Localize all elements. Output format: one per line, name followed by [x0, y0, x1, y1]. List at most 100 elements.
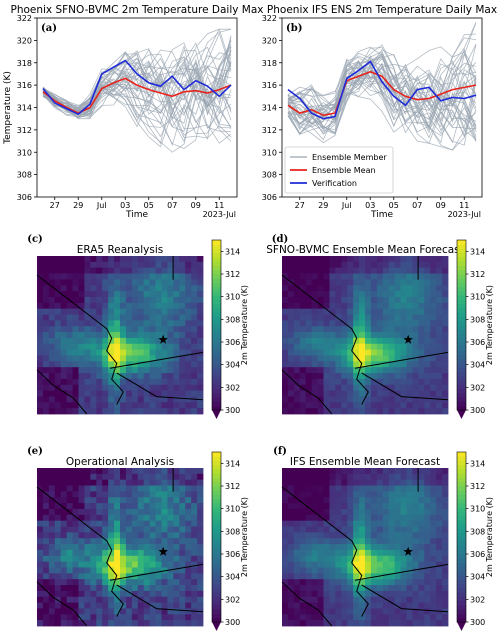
heatmap-cell	[54, 538, 62, 545]
heatmap-cell	[335, 337, 342, 345]
heatmap-cell	[108, 378, 115, 386]
heatmap-cell	[185, 590, 192, 598]
heatmap-cell	[418, 408, 425, 415]
heatmap-cell	[42, 332, 50, 339]
heatmap-cell	[42, 396, 50, 403]
heatmap-cell	[311, 302, 318, 310]
ensemble-member-line	[287, 63, 477, 135]
y-axis-label: Temperature (K)	[3, 71, 13, 145]
heatmap-cell	[155, 384, 162, 391]
heatmap-cell	[84, 579, 91, 586]
heatmap-cell	[370, 549, 378, 557]
heatmap-cell	[400, 373, 407, 380]
heatmap-cell	[137, 308, 145, 315]
heatmap-cell	[430, 503, 437, 510]
heatmap-cell	[143, 343, 151, 351]
heatmap-cell	[84, 373, 91, 380]
heatmap-cell	[120, 279, 127, 286]
heatmap-cell	[370, 320, 378, 327]
heatmap-cell	[424, 314, 431, 321]
heatmap-cell	[167, 514, 174, 522]
heatmap-cell	[131, 302, 139, 310]
heatmap-cell	[293, 320, 301, 327]
heatmap-cell	[341, 473, 348, 481]
heatmap-cell	[185, 285, 192, 292]
heatmap-cell	[102, 567, 109, 574]
heatmap-cell	[317, 332, 324, 339]
heatmap-cell	[376, 590, 384, 598]
heatmap-cell	[317, 620, 324, 627]
map-title: SFNO-BVMC Ensemble Mean Forecast	[266, 244, 464, 256]
heatmap-cell	[179, 378, 186, 386]
heatmap-cell	[161, 620, 168, 627]
colorbar-segment	[457, 545, 466, 551]
heatmap-cell	[179, 320, 186, 327]
colorbar-extend-arrow	[457, 410, 466, 419]
colorbar-segment	[212, 295, 221, 300]
heatmap-cell	[149, 497, 156, 504]
heatmap-cell	[424, 302, 431, 310]
heatmap-cell	[108, 396, 115, 403]
heatmap-cell	[406, 378, 413, 386]
heatmap-cell	[341, 355, 348, 362]
heatmap-cell	[149, 538, 156, 545]
colorbar-segment	[212, 494, 221, 500]
heatmap-cell	[173, 279, 180, 286]
heatmap-cell	[143, 561, 151, 568]
heatmap-cell	[96, 497, 103, 504]
heatmap-cell	[353, 402, 360, 409]
heatmap-cell	[48, 332, 56, 339]
heatmap-cell	[400, 520, 407, 527]
heatmap-cell	[406, 538, 413, 545]
heatmap-cell	[430, 384, 437, 391]
heatmap-cell	[42, 308, 50, 315]
heatmap-cells	[37, 256, 204, 415]
heatmap-cell	[305, 320, 313, 327]
heatmap-cell	[323, 261, 330, 269]
heatmap-cell	[191, 279, 198, 286]
heatmap-cell	[353, 367, 360, 374]
colorbar-segment	[212, 265, 221, 271]
heatmap-cell	[293, 590, 301, 598]
heatmap-cell	[84, 520, 91, 527]
heatmap-cell	[323, 468, 330, 475]
heatmap-cell	[335, 561, 342, 568]
heatmap-cell	[66, 485, 73, 492]
heatmap-cell	[388, 573, 396, 580]
heatmap-cell	[155, 302, 162, 310]
heatmap-cell	[120, 384, 127, 391]
heatmap-cell	[37, 296, 44, 304]
heatmap-cell	[442, 279, 449, 286]
heatmap-cell	[365, 596, 372, 603]
heatmap-cell	[430, 608, 437, 615]
heatmap-cell	[54, 520, 62, 527]
heatmap-cell	[323, 390, 330, 397]
heatmap-cell	[108, 373, 115, 380]
state-border	[281, 486, 369, 617]
colorbar-segment	[457, 342, 466, 347]
heatmap-cell	[37, 608, 44, 615]
heatmap-cell	[102, 602, 109, 609]
heatmap-cell	[137, 508, 145, 516]
heatmap-cell	[382, 355, 390, 362]
heatmap-cell	[430, 555, 437, 563]
heatmap-cell	[78, 468, 85, 475]
heatmap-cell	[66, 361, 73, 368]
heatmap-cell	[388, 579, 396, 586]
heatmap-cell	[179, 538, 186, 545]
heatmap-cell	[305, 361, 313, 368]
heatmap-cell	[143, 396, 151, 403]
heatmap-cell	[48, 273, 56, 280]
heatmap-cell	[394, 561, 401, 568]
heatmap-cell	[335, 291, 342, 298]
heatmap-cell	[359, 526, 366, 533]
heatmap-cell	[48, 396, 56, 403]
heatmap-cell	[185, 349, 192, 356]
heatmap-cell	[167, 332, 174, 339]
heatmap-cell	[376, 538, 384, 545]
heatmap-cell	[84, 608, 91, 615]
heatmap-cell	[78, 526, 85, 533]
heatmap-cell	[412, 320, 419, 327]
heatmap-cell	[114, 367, 121, 374]
heatmap-cell	[191, 590, 198, 598]
